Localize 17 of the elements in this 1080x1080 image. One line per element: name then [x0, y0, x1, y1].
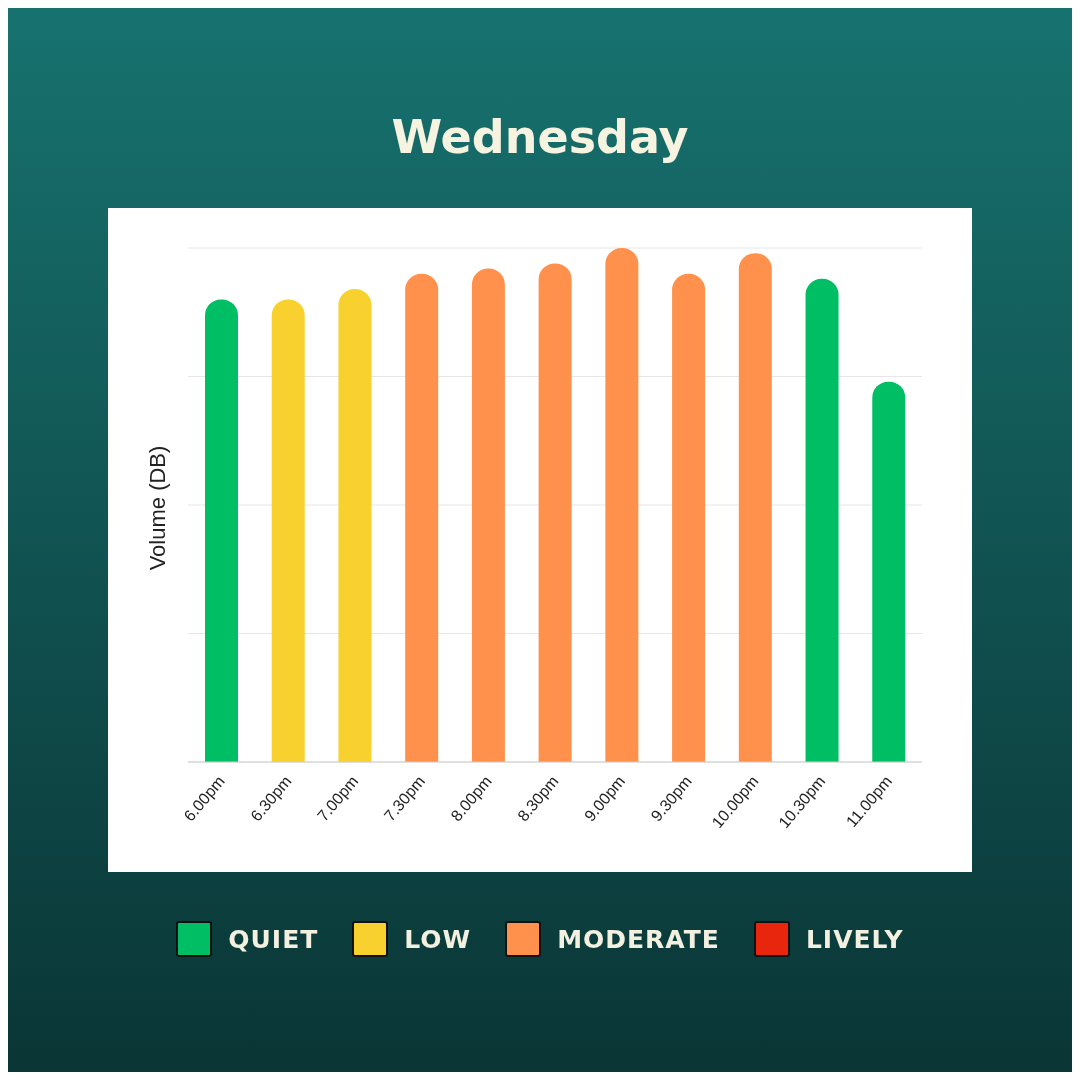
- bar: [805, 278, 839, 762]
- legend-label: QUIET: [228, 924, 319, 954]
- legend-label: MODERATE: [557, 924, 720, 954]
- bar: [538, 263, 572, 762]
- legend-label: LOW: [404, 924, 472, 954]
- bar: [605, 248, 639, 762]
- bar: [872, 381, 906, 762]
- bar: [405, 273, 439, 762]
- chart-title: Wednesday: [390, 110, 690, 164]
- legend-label: LIVELY: [805, 924, 904, 954]
- bar: [338, 289, 372, 762]
- bar: [271, 299, 305, 762]
- bar: [471, 268, 505, 762]
- bar: [205, 299, 238, 762]
- bar: [672, 273, 706, 762]
- y-axis-title: Volume (DB): [145, 445, 171, 571]
- bar: [738, 253, 772, 762]
